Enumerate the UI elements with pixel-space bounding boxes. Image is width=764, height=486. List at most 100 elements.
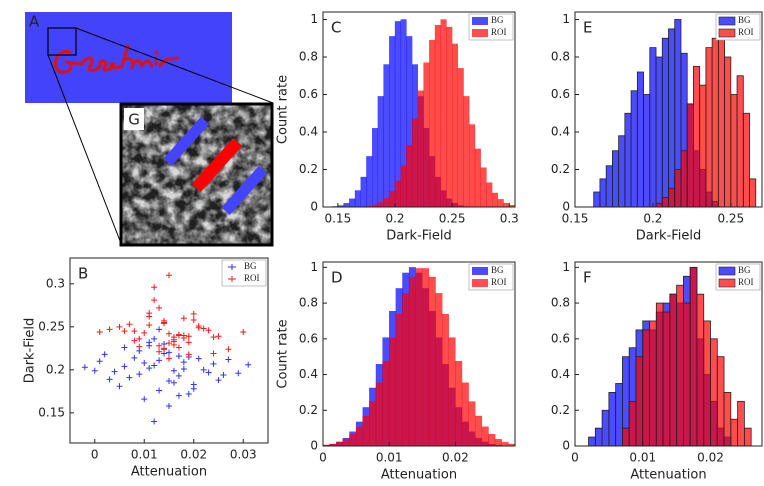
point	[111, 368, 118, 375]
y-tick-label: 0.2	[46, 362, 65, 376]
bar	[463, 96, 470, 207]
bg-region	[221, 165, 268, 215]
y-tick-label: 0.8	[299, 50, 318, 64]
bar	[674, 169, 682, 207]
bar	[455, 360, 463, 446]
bar	[422, 268, 430, 446]
point	[175, 372, 182, 379]
point	[161, 345, 168, 352]
bar	[411, 118, 419, 207]
point	[151, 335, 158, 342]
bar	[429, 39, 436, 207]
legend-label: BG	[244, 261, 257, 271]
point	[215, 377, 222, 384]
axes-frame	[69, 257, 269, 444]
bar	[724, 56, 732, 207]
point	[136, 371, 143, 378]
legend: BG ROI	[715, 263, 761, 291]
y-tick-label: 0	[562, 439, 570, 453]
bar	[394, 21, 401, 207]
bar	[594, 427, 603, 446]
bar	[622, 427, 630, 446]
bar	[689, 266, 698, 446]
panel: 0.15 0.2 0.25 0 0.2 0.4 0.6 0.8 1 Dark-Field E BG RO…	[551, 11, 763, 244]
zoom-frame	[119, 102, 274, 247]
zoom-line	[47, 54, 123, 247]
y-tick-label: 0.4	[551, 367, 570, 381]
bar	[435, 293, 443, 446]
point	[96, 358, 103, 365]
panel: 0 0.01 0.02 0 0.2 0.4 0.6 0.8 1 Attenuation Count …	[276, 260, 516, 483]
zoom-line	[75, 27, 274, 104]
legend-swatch	[472, 17, 488, 25]
y-tick-label: 1	[562, 260, 570, 274]
point	[185, 390, 192, 397]
y-axis-label: Count rate	[276, 319, 291, 388]
bar	[389, 337, 396, 446]
y-tick-label: 0	[310, 200, 318, 214]
y-tick-label: 0.3	[46, 276, 65, 290]
point	[141, 396, 148, 403]
x-tick-label: 0	[91, 448, 99, 462]
bar	[612, 150, 620, 207]
point	[166, 378, 172, 385]
y-tick-label: 0.6	[551, 331, 570, 345]
bar	[649, 320, 657, 446]
bar	[342, 439, 350, 446]
panel-g-image: G	[119, 102, 274, 247]
point	[166, 349, 172, 356]
x-tick-label: 0.01	[629, 451, 656, 465]
bar	[601, 409, 610, 446]
bar	[749, 178, 757, 207]
x-tick-label: 0.01	[376, 451, 403, 465]
axes-frame	[322, 261, 516, 447]
bar	[400, 165, 407, 207]
legend-label: BG	[738, 15, 751, 25]
bar	[655, 202, 663, 207]
point	[200, 366, 207, 373]
bar	[710, 338, 718, 446]
bar	[434, 24, 441, 207]
bar	[402, 293, 410, 446]
bar	[360, 176, 367, 207]
bar	[501, 442, 509, 446]
legend: BG ROI	[715, 13, 761, 41]
plot-area	[593, 19, 757, 207]
point	[121, 328, 128, 335]
bar	[406, 144, 413, 207]
legend-label: ROI	[738, 277, 754, 287]
bar	[668, 28, 676, 207]
bar	[661, 37, 669, 207]
point	[225, 356, 232, 363]
bar	[723, 392, 732, 446]
bar	[377, 202, 384, 207]
point	[235, 370, 242, 377]
point	[190, 316, 197, 323]
panel-a-image: A	[25, 12, 274, 247]
bar	[389, 36, 396, 207]
bar	[608, 392, 617, 446]
bar	[742, 112, 750, 207]
y-tick-label: 0	[310, 439, 318, 453]
bar	[703, 320, 711, 446]
legend: BG ROI	[221, 259, 267, 287]
point	[170, 338, 177, 345]
bar	[377, 96, 384, 207]
x-tick-label: 0.02	[442, 451, 469, 465]
point	[185, 339, 192, 346]
panel-label: E	[583, 19, 592, 37]
point	[210, 334, 217, 341]
bar	[446, 26, 453, 207]
point	[106, 326, 113, 333]
bar	[389, 191, 396, 207]
point	[240, 329, 247, 335]
x-tick-label: 0	[571, 451, 579, 465]
point	[151, 362, 158, 369]
y-tick-label: 1	[562, 12, 570, 26]
bar	[730, 418, 739, 446]
bar	[699, 84, 707, 207]
legend-swatch	[228, 276, 236, 282]
y-tick-label: 0.2	[551, 403, 570, 417]
point	[156, 387, 163, 394]
